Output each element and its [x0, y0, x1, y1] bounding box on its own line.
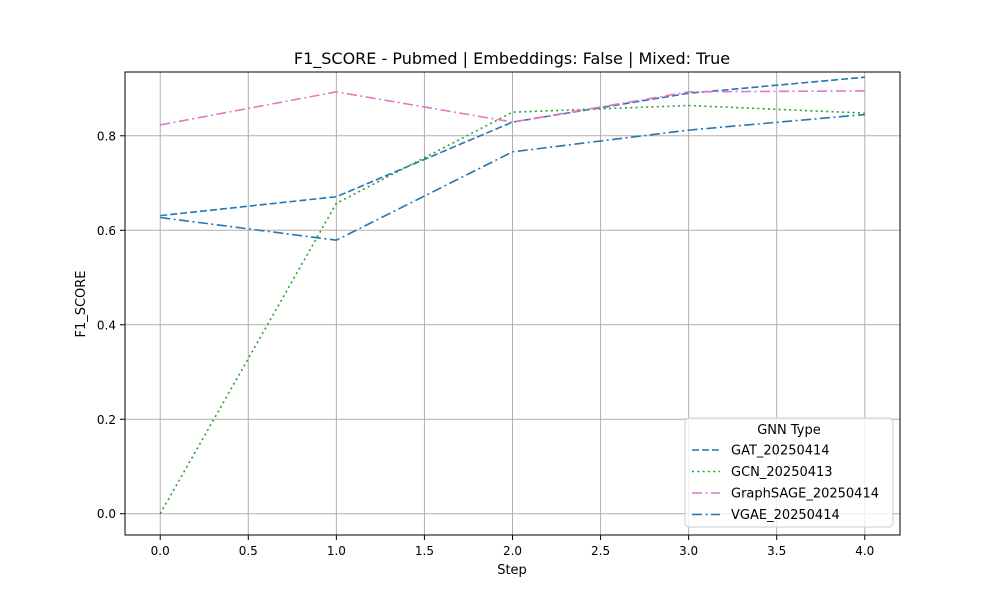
x-tick-label: 2.0 — [503, 544, 522, 558]
series-line-graphsage-20250414 — [160, 90, 865, 126]
y-axis-ticks: 0.0 0.2 0.4 0.6 0.8 — [97, 129, 125, 521]
x-tick-label: 1.5 — [415, 544, 434, 558]
legend-items: GAT_20250414 GCN_20250413 GraphSAGE_202504… — [692, 444, 879, 523]
legend-title: GNN Type — [757, 423, 821, 438]
x-axis-label: Step — [497, 563, 527, 578]
x-tick-label: 0.0 — [151, 544, 170, 558]
series-line-gat-20250414 — [160, 76, 865, 217]
x-tick-label: 3.5 — [767, 544, 786, 558]
y-axis-label: F1_SCORE — [74, 270, 89, 337]
series-lines — [159, 76, 865, 515]
x-tick-label: 3.0 — [679, 544, 698, 558]
y-tick-label: 0.2 — [97, 413, 116, 427]
series-line-vgae-20250414 — [160, 113, 865, 242]
x-tick-label: 0.5 — [239, 544, 258, 558]
legend-label-gcn-20250413: GCN_20250413 — [731, 465, 833, 480]
legend-label-graphsage-20250414: GraphSAGE_20250414 — [731, 487, 879, 502]
y-tick-label: 0.6 — [97, 224, 116, 238]
x-tick-label: 4.0 — [855, 544, 874, 558]
y-tick-label: 0.0 — [97, 507, 116, 521]
legend-label-gat-20250414: GAT_20250414 — [731, 444, 830, 459]
x-axis-ticks: 0.0 0.5 1.0 1.5 2.0 2.5 3.0 3.5 4.0 — [151, 535, 874, 558]
y-tick-label: 0.4 — [97, 318, 116, 332]
x-tick-label: 2.5 — [591, 544, 610, 558]
y-tick-label: 0.8 — [97, 129, 116, 143]
legend: GNN Type GAT_20250414 GCN_20250413 GraphSA… — [684, 417, 894, 528]
chart-title: F1_SCORE - Pubmed | Embeddings: False | … — [294, 49, 730, 69]
legend-box — [684, 417, 894, 528]
series-line-gcn-20250413 — [159, 104, 865, 515]
x-tick-label: 1.0 — [327, 544, 346, 558]
legend-label-vgae-20250414: VGAE_20250414 — [731, 508, 840, 523]
